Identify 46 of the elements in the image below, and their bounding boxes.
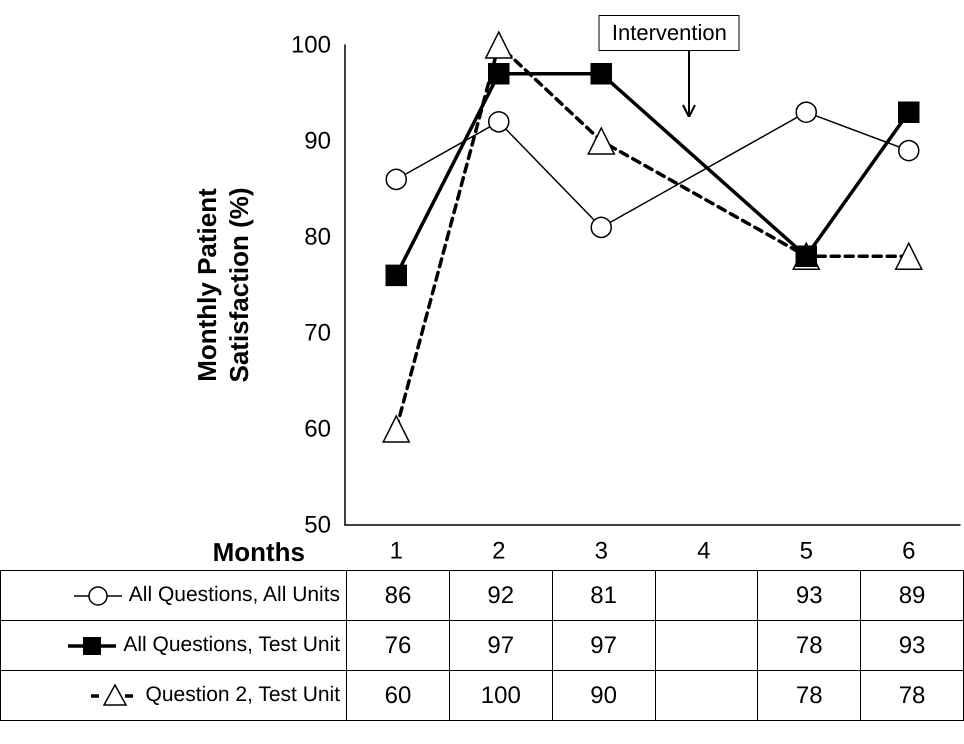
point	[895, 242, 922, 270]
data-label: 78	[860, 670, 964, 720]
data-label: 92	[449, 570, 552, 620]
y-tick-label: 90	[304, 128, 331, 154]
x-tick-label: 2	[492, 538, 506, 564]
point	[898, 140, 920, 162]
data-label: 89	[860, 570, 964, 620]
data-label: 93	[860, 620, 964, 670]
y-tick-label: 60	[304, 416, 331, 442]
legend-label: All Questions, All Units	[128, 583, 340, 606]
data-label: 78	[758, 620, 861, 670]
data-label: 90	[552, 670, 655, 720]
point	[898, 101, 920, 123]
point	[485, 31, 512, 59]
y-tick-label: 80	[304, 224, 331, 250]
data-label: 86	[346, 570, 450, 620]
y-tick-label: 50	[304, 512, 331, 538]
point	[386, 264, 407, 286]
point	[382, 415, 410, 443]
legend-label: Question 2, Test Unit	[146, 683, 340, 706]
x-axis-title: Months	[212, 537, 305, 567]
y-tick-label: 100	[290, 32, 331, 58]
data-label: 100	[449, 670, 552, 720]
annotation: Intervention	[598, 15, 740, 51]
x-tick-label: 5	[800, 538, 813, 564]
data-label: 78	[758, 670, 861, 720]
x-tick-label: 6	[902, 538, 916, 564]
y-tick-label: 70	[304, 320, 331, 346]
point	[588, 127, 615, 155]
data-label: 93	[758, 570, 861, 620]
point	[590, 63, 612, 85]
x-tick-label: 4	[697, 538, 710, 564]
data-label: 97	[449, 620, 552, 670]
point	[386, 168, 407, 190]
y-axis-title: Monthly Patient Satisfaction (%)	[192, 187, 254, 383]
point	[488, 111, 510, 133]
point	[488, 63, 510, 85]
data-label: 81	[552, 570, 655, 620]
legend-label: All Questions, Test Unit	[123, 633, 340, 656]
data-label: 97	[552, 620, 655, 670]
x-tick-label: 3	[594, 538, 608, 564]
point	[796, 101, 817, 123]
data-label: 76	[346, 620, 450, 670]
x-tick-label: 1	[390, 538, 403, 564]
point	[590, 216, 612, 238]
data-label: 60	[346, 670, 450, 720]
